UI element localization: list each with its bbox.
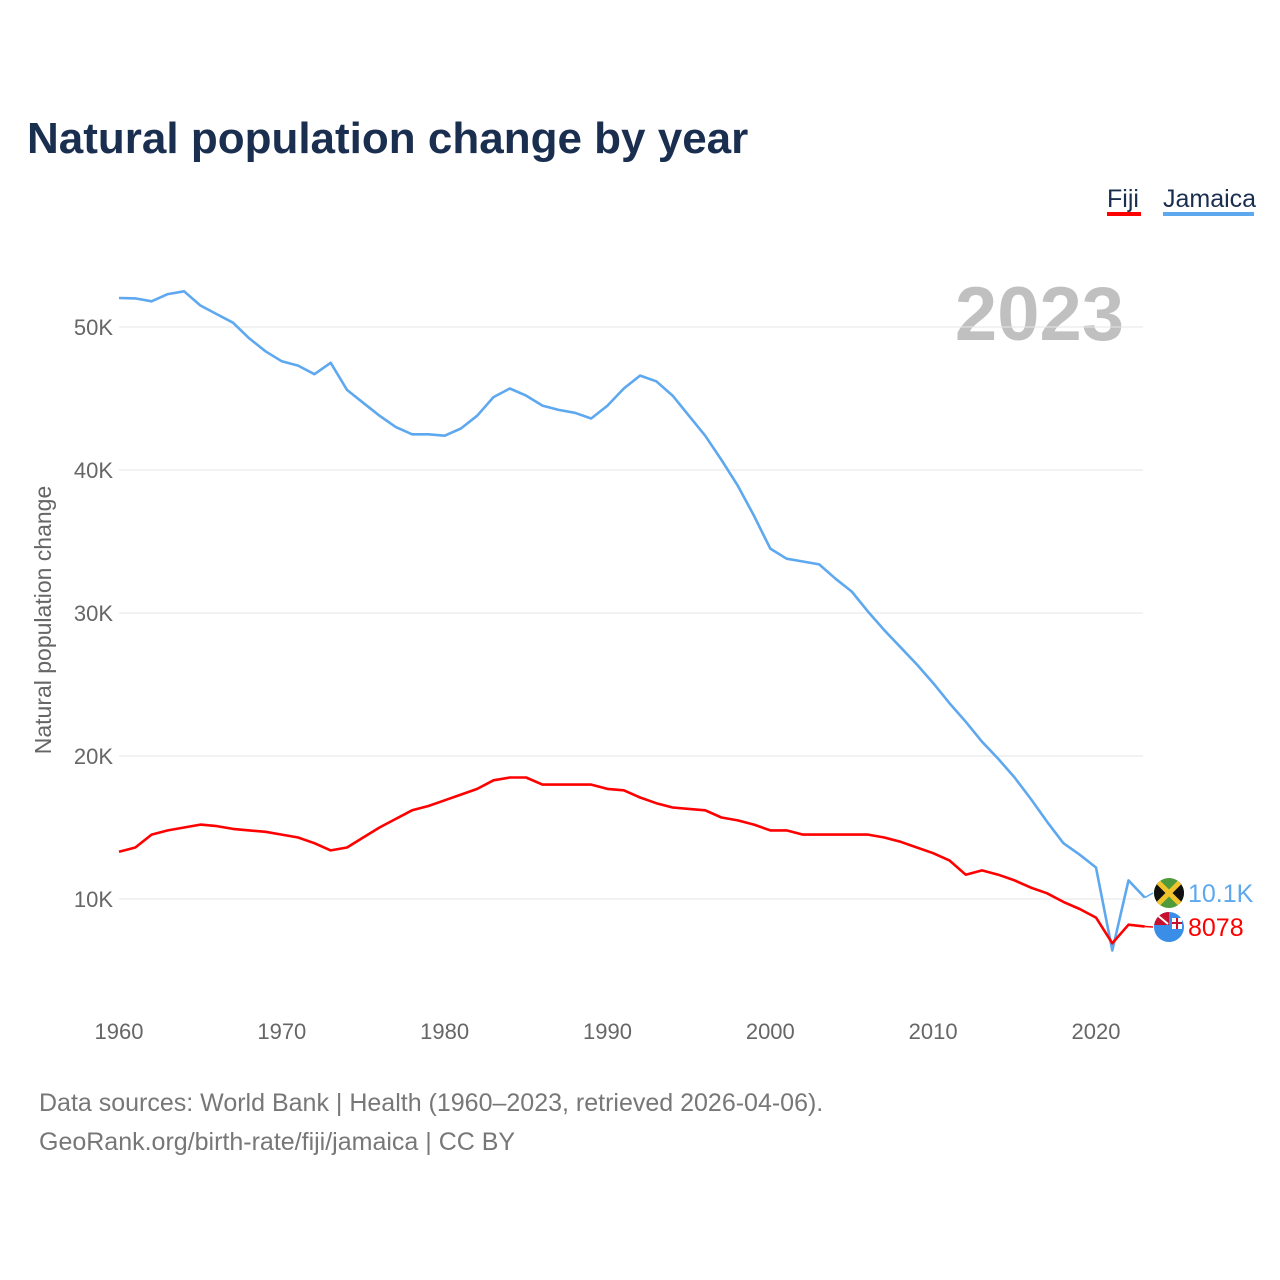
end-label-fiji: 8078 <box>1188 914 1244 942</box>
footer-link[interactable]: GeoRank.org/birth-rate/fiji/jamaica | CC… <box>39 1128 515 1156</box>
chart-title: Natural population change by year <box>27 114 748 163</box>
x-tick-label: 2000 <box>746 1019 795 1044</box>
y-tick-label: 10K <box>74 887 113 912</box>
legend-label: Fiji <box>1107 185 1139 213</box>
current-year-label: 2023 <box>955 272 1124 357</box>
grid <box>119 326 1143 900</box>
legend-swatch <box>1107 212 1141 216</box>
series-lines <box>118 289 1146 952</box>
y-axis: 10K 20K 30K 40K 50K <box>74 315 113 912</box>
y-axis-label: Natural population change <box>30 486 56 755</box>
legend: Fiji Jamaica <box>1107 185 1256 216</box>
series-line-jamaica <box>118 289 1146 952</box>
legend-item-fiji[interactable]: Fiji <box>1107 185 1141 216</box>
y-tick-label: 50K <box>74 315 113 340</box>
connector <box>1144 892 1154 899</box>
x-axis: 1960 1970 1980 1990 2000 2010 2020 <box>95 1019 1121 1044</box>
legend-label: Jamaica <box>1163 185 1256 213</box>
x-tick-label: 2020 <box>1072 1019 1121 1044</box>
x-tick-label: 1990 <box>583 1019 632 1044</box>
legend-item-jamaica[interactable]: Jamaica <box>1163 185 1256 216</box>
legend-swatch <box>1163 212 1254 216</box>
x-tick-label: 1970 <box>257 1019 306 1044</box>
end-labels: 10.1K 8078 <box>1144 878 1254 942</box>
y-tick-label: 30K <box>74 601 113 626</box>
x-tick-label: 1960 <box>95 1019 144 1044</box>
x-tick-label: 1980 <box>420 1019 469 1044</box>
jamaica-flag-icon <box>1154 878 1184 908</box>
connector <box>1144 925 1154 928</box>
footer-sources: Data sources: World Bank | Health (1960–… <box>39 1089 823 1117</box>
y-tick-label: 40K <box>74 458 113 483</box>
series-line-fiji <box>118 776 1145 945</box>
x-tick-label: 2010 <box>909 1019 958 1044</box>
end-label-jamaica: 10.1K <box>1188 880 1254 908</box>
y-tick-label: 20K <box>74 744 113 769</box>
fiji-flag-icon <box>1154 912 1184 942</box>
